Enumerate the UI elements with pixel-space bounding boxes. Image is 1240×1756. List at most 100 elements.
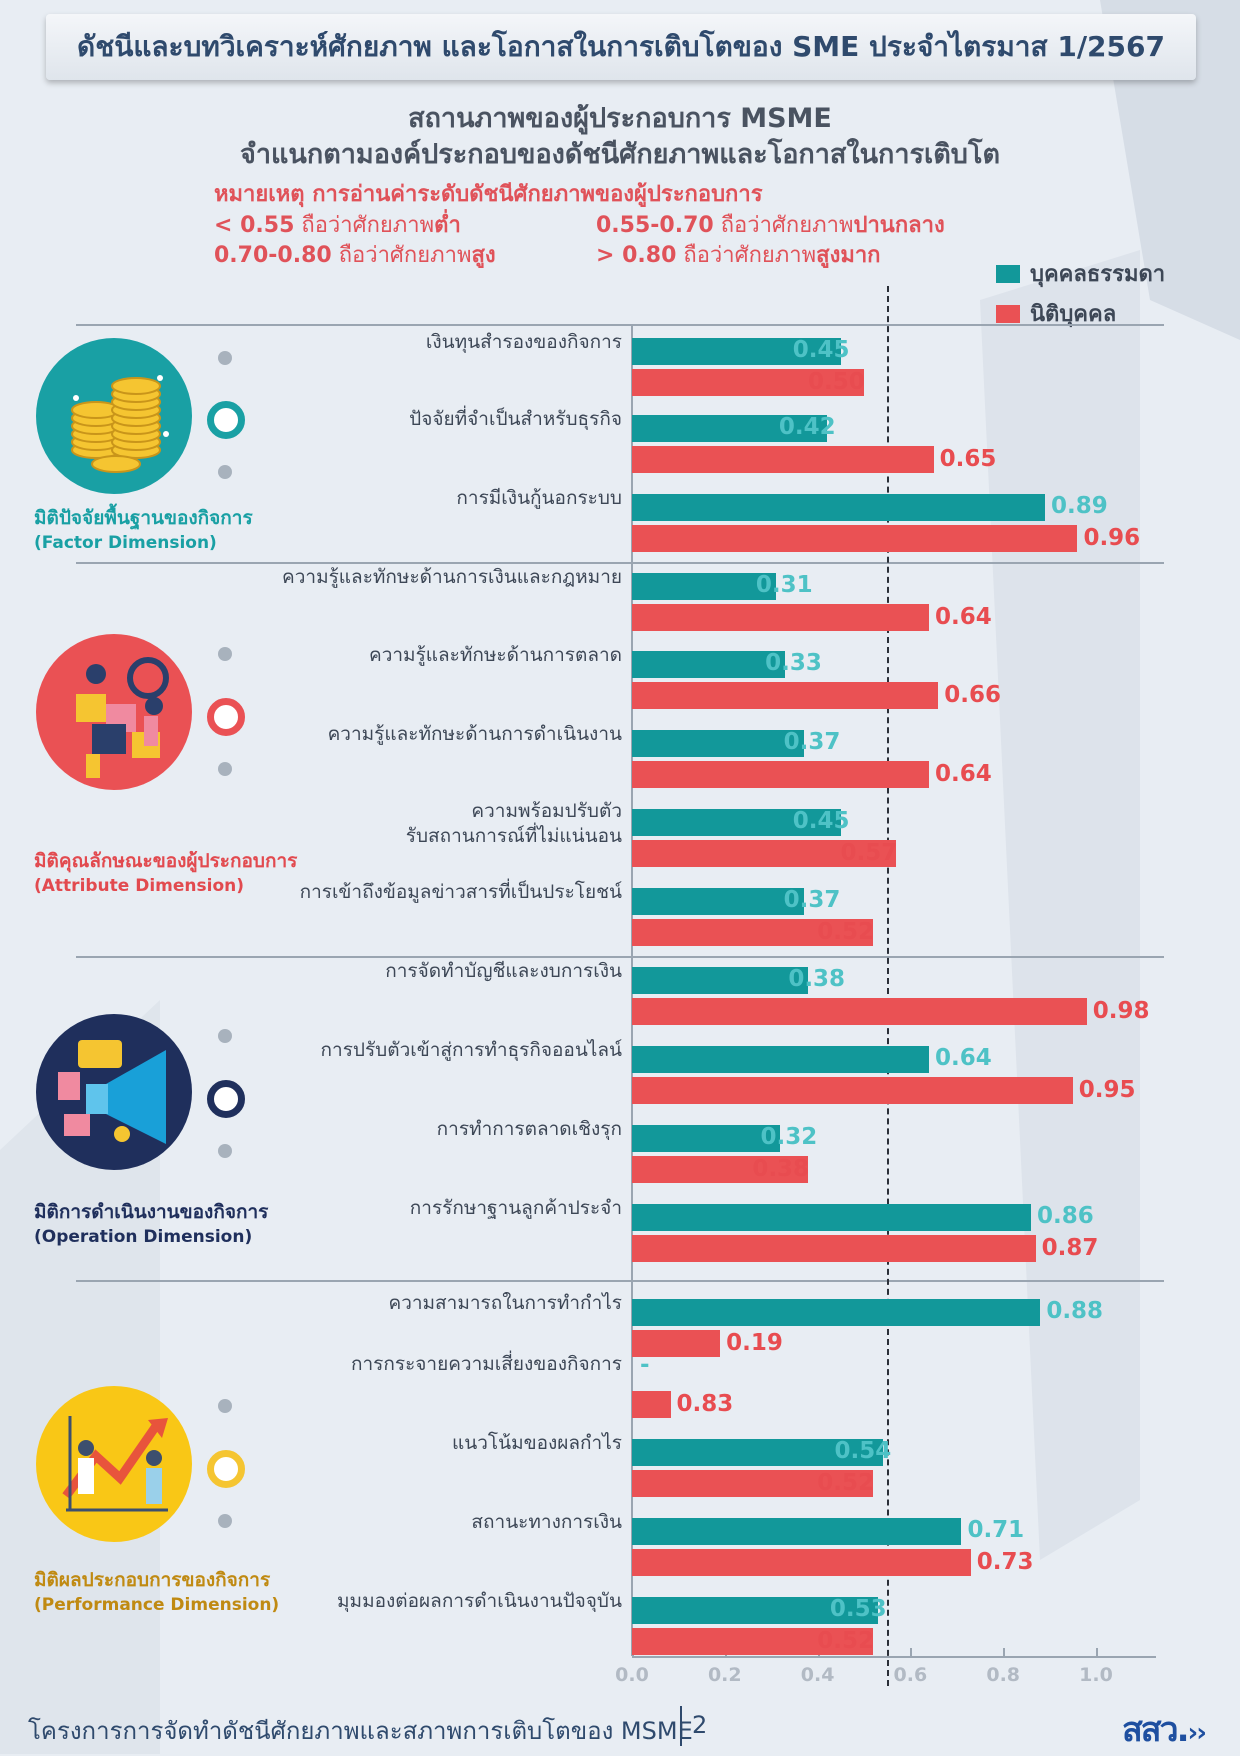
bar-juristic — [632, 1156, 809, 1183]
note-range-very-high: > 0.80 ถือว่าศักยภาพสูงมาก — [596, 243, 881, 268]
value-label-individual: 0.89 — [1050, 493, 1108, 519]
bar-individual — [632, 415, 827, 442]
value-label-juristic: 0.87 — [1041, 1235, 1099, 1261]
bar-individual — [632, 1518, 962, 1545]
value-label-individual: 0.88 — [1046, 1298, 1104, 1324]
bar-individual — [632, 730, 804, 757]
value-label-juristic: 0.52 — [817, 1470, 875, 1496]
note-range-high: 0.70-0.80 ถือว่าศักยภาพสูง — [214, 243, 496, 268]
value-label-juristic: 0.73 — [976, 1549, 1034, 1575]
value-label-juristic: 0.96 — [1083, 525, 1141, 551]
x-tick-label: 0.4 — [800, 1664, 835, 1686]
bar-individual — [632, 1125, 781, 1152]
bar-juristic — [632, 1470, 874, 1497]
x-tick-mark — [724, 1648, 727, 1658]
legend-swatch-teal — [996, 264, 1020, 283]
value-label-juristic: 0.52 — [817, 919, 875, 945]
bar-juristic — [632, 840, 897, 867]
dimension-label-operation: มิติการดำเนินงานของกิจการ (Operation Dim… — [34, 1200, 268, 1250]
bar-individual — [632, 1046, 929, 1073]
x-tick-mark — [1003, 1648, 1006, 1658]
bar-individual — [632, 809, 841, 836]
x-tick-label: 0.2 — [707, 1664, 742, 1686]
footer-project-name: โครงการการจัดทำดัชนีศักยภาพและสภาพการเติ… — [28, 1717, 693, 1745]
x-tick-mark — [817, 1648, 820, 1658]
x-tick-mark — [632, 1648, 634, 1658]
value-label-individual: 0.45 — [792, 337, 850, 363]
bar-individual — [632, 888, 804, 915]
megaphone-icon — [36, 1014, 192, 1170]
category-label: ความพร้อมปรับตัว รับสถานการณ์ที่ไม่แน่นอน — [405, 800, 622, 847]
category-label: ความสามารถในการทำกำไร — [388, 1292, 622, 1314]
category-label: สถานะทางการเงิน — [471, 1511, 622, 1533]
value-label-individual: 0.42 — [778, 414, 836, 440]
bar-individual — [632, 338, 841, 365]
dimension-title-th: มิติคุณลักษณะของผู้ประกอบการ — [34, 850, 298, 872]
value-label-individual: 0.53 — [829, 1596, 887, 1622]
bar-individual — [632, 651, 786, 678]
x-tick-mark — [910, 1648, 913, 1658]
dimension-title-en: (Attribute Dimension) — [34, 876, 245, 896]
bar-juristic — [632, 1628, 874, 1655]
legend-label-juristic: นิติบุคคล — [1030, 302, 1117, 327]
growth-chart-icon — [36, 1386, 192, 1542]
value-label-juristic: 0.95 — [1078, 1077, 1136, 1103]
section-divider — [76, 324, 1164, 326]
bar-individual — [632, 1204, 1032, 1231]
section-divider — [76, 562, 1164, 564]
decor-ring — [207, 1080, 245, 1118]
header-bar: ดัชนีและบทวิเคราะห์ศักยภาพ และโอกาสในการ… — [46, 14, 1196, 80]
logo-text: สสว. — [1122, 1710, 1190, 1750]
x-tick-label: 1.0 — [1079, 1664, 1113, 1686]
decor-ring — [207, 698, 245, 736]
bar-juristic — [632, 998, 1087, 1025]
dimension-label-factor: มิติปัจจัยพื้นฐานของกิจการ (Factor Dimen… — [34, 506, 253, 556]
chart-subtitle: จำแนกตามองค์ประกอบของดัชนีศักยภาพและโอกา… — [240, 139, 1000, 170]
value-label-individual: 0.71 — [967, 1517, 1025, 1543]
chart-title: สถานภาพของผู้ประกอบการ MSME — [408, 103, 832, 134]
value-label-individual: 0.64 — [934, 1045, 992, 1071]
bar-individual — [632, 1439, 883, 1466]
bar-juristic — [632, 1330, 721, 1357]
dimension-title-th: มิติการดำเนินงานของกิจการ — [34, 1201, 269, 1223]
bar-juristic — [632, 761, 929, 788]
decor-dot — [218, 1029, 232, 1043]
value-label-individual: 0.32 — [760, 1124, 818, 1150]
category-label: การเข้าถึงข้อมูลข่าวสารที่เป็นประโยชน์ — [299, 881, 622, 903]
value-label-juristic: 0.38 — [752, 1156, 810, 1182]
category-label: ความรู้และทักษะด้านการดำเนินงาน — [327, 723, 622, 745]
x-tick-label: 0.0 — [615, 1664, 649, 1686]
bar-individual — [632, 1299, 1041, 1326]
category-label: การทำการตลาดเชิงรุก — [436, 1118, 622, 1140]
decor-dot — [218, 762, 232, 776]
decor-ring — [207, 1450, 245, 1488]
category-label: ปัจจัยที่จำเป็นสำหรับธุรกิจ — [409, 408, 622, 430]
category-label: การรักษาฐานลูกค้าประจำ — [409, 1197, 622, 1219]
section-divider — [76, 956, 1164, 958]
category-label: เงินทุนสำรองของกิจการ — [425, 331, 622, 353]
value-label-juristic: 0.19 — [726, 1330, 783, 1356]
bar-individual — [632, 494, 1045, 521]
reference-line — [887, 286, 890, 1686]
legend-swatch-red — [996, 304, 1020, 323]
value-label-juristic: 0.83 — [676, 1391, 734, 1417]
value-label-juristic: 0.65 — [939, 446, 997, 472]
value-label-individual: 0.45 — [792, 808, 850, 834]
section-divider — [76, 1280, 1164, 1282]
osmep-logo: สสว.›› — [1122, 1710, 1207, 1750]
dimension-title-en: (Operation Dimension) — [34, 1227, 253, 1247]
legend-label-individual: บุคคลธรรมดา — [1030, 262, 1166, 287]
bar-juristic — [632, 1391, 671, 1418]
decor-dot — [218, 1399, 232, 1413]
header-title: ดัชนีและบทวิเคราะห์ศักยภาพ และโอกาสในการ… — [77, 30, 1165, 63]
value-label-individual: - — [640, 1352, 650, 1378]
note-range-mid: 0.55-0.70 ถือว่าศักยภาพปานกลาง — [596, 213, 945, 238]
note-range-low: < 0.55 ถือว่าศักยภาพต่ำ — [214, 213, 461, 238]
value-label-individual: 0.33 — [765, 650, 822, 676]
category-label: มุมมองต่อผลการดำเนินงานปัจจุบัน — [337, 1590, 622, 1612]
value-label-individual: 0.54 — [834, 1438, 892, 1464]
y-axis-line — [631, 326, 633, 1656]
dimension-title-th: มิติผลประกอบการของกิจการ — [34, 1569, 271, 1591]
value-label-juristic: 0.98 — [1092, 998, 1150, 1024]
value-label-individual: 0.38 — [788, 966, 846, 992]
